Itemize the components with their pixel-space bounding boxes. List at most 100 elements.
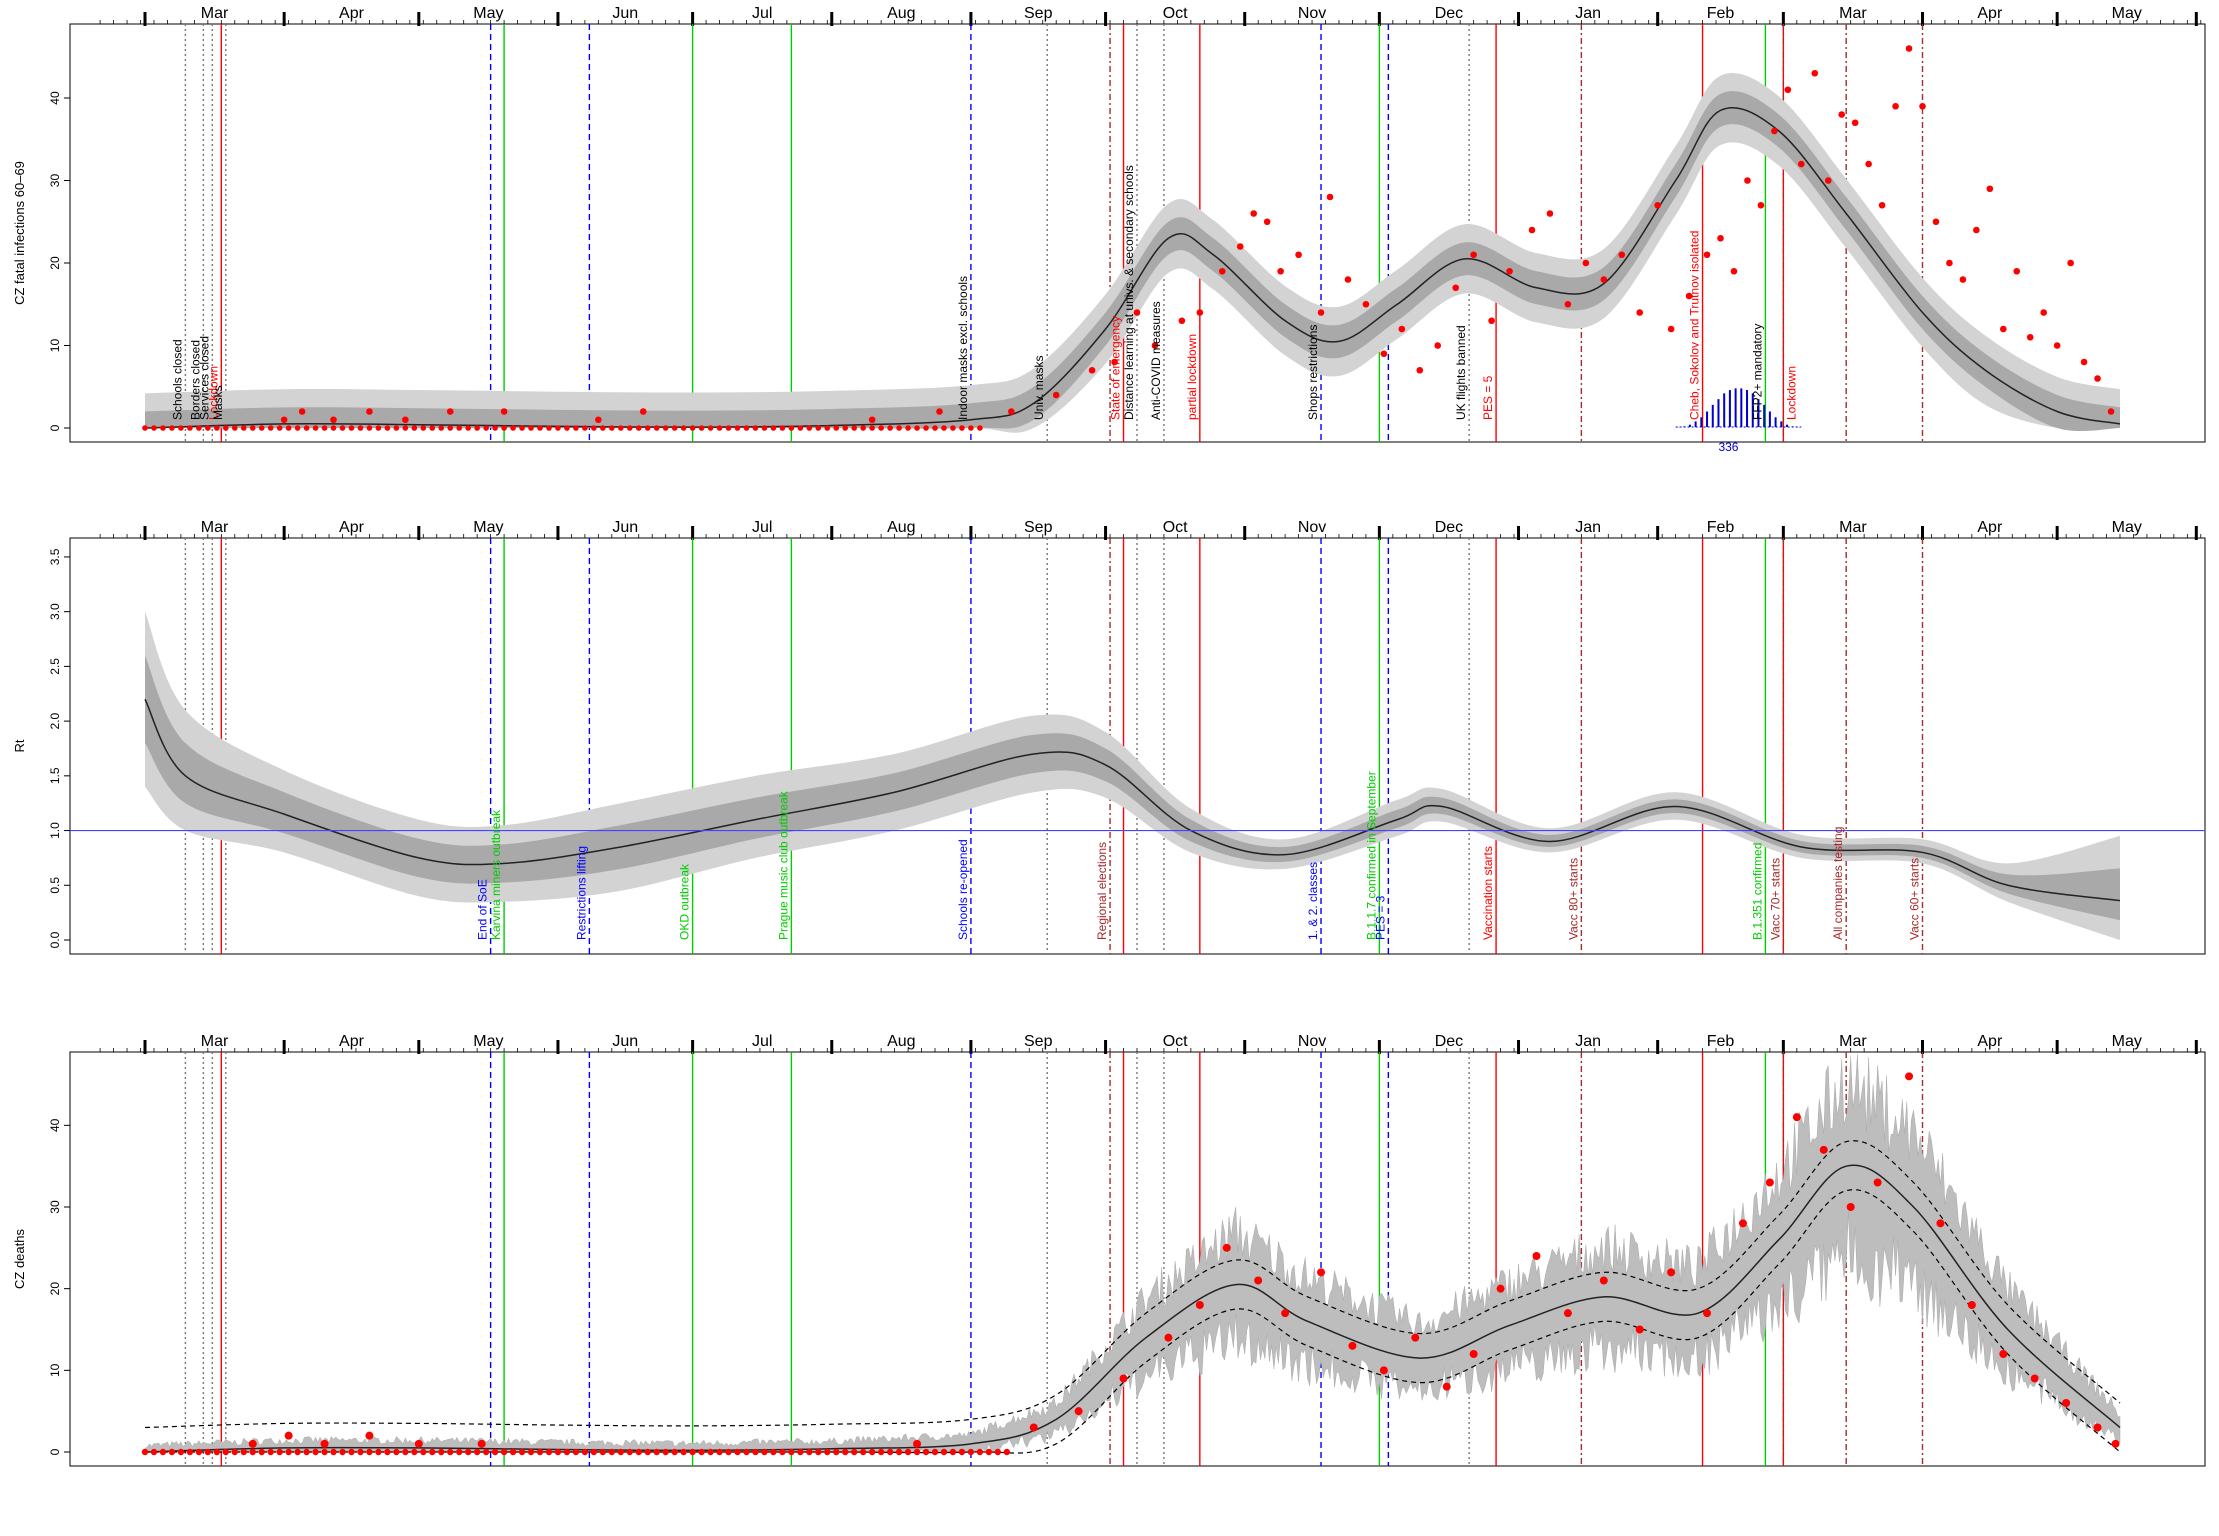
data-point [501, 425, 507, 431]
data-point [2067, 259, 2074, 267]
data-point [536, 1448, 544, 1456]
data-point [375, 1448, 382, 1456]
data-point [860, 425, 866, 431]
data-point [393, 1448, 400, 1456]
data-point [1717, 234, 1724, 242]
data-point [366, 408, 373, 415]
data-point [644, 425, 651, 431]
month-label: Feb [1707, 1033, 1735, 1050]
y-tick-label: 0.5 [48, 877, 62, 894]
month-label: Nov [1298, 1033, 1326, 1050]
event-label: Vacc 60+ starts [1908, 858, 1922, 940]
data-point [384, 1448, 391, 1456]
data-point [905, 425, 911, 431]
data-point [2107, 408, 2115, 415]
data-point [294, 1448, 301, 1456]
predictive-band [144, 1054, 2121, 1453]
data-point [833, 1448, 840, 1456]
data-point [2040, 309, 2047, 316]
data-point [1654, 201, 1661, 209]
month-label: Jul [752, 1033, 772, 1050]
month-label: Jan [1575, 1033, 1601, 1050]
data-point [248, 1439, 257, 1448]
data-point [1878, 201, 1886, 209]
data-point [1277, 267, 1284, 275]
data-point [1563, 1309, 1572, 1318]
data-point [1703, 251, 1711, 259]
data-point [815, 425, 822, 431]
rt-curve [144, 698, 2121, 902]
data-point [1111, 358, 1118, 366]
event-label: Prague music club outbreak [776, 790, 790, 940]
data-point [896, 425, 902, 431]
data-point [267, 425, 274, 431]
data-point [1029, 1423, 1038, 1432]
data-point [1798, 160, 1805, 168]
data-point [402, 1448, 409, 1456]
data-point [285, 1448, 292, 1456]
month-label: May [2112, 5, 2142, 22]
y-tick-label: 0 [48, 1448, 62, 1455]
data-point [509, 1448, 517, 1456]
month-label: Dec [1435, 5, 1463, 22]
data-point [231, 1448, 238, 1456]
data-point [312, 1448, 319, 1456]
data-point [662, 425, 669, 431]
data-point [474, 425, 480, 431]
data-point [2111, 1439, 2120, 1448]
data-point [518, 1448, 526, 1456]
event-label: Schools closed [170, 339, 184, 420]
month-label: Apr [1977, 5, 2003, 22]
data-point [779, 425, 786, 431]
data-point [833, 425, 840, 431]
data-point [465, 425, 471, 431]
y-tick-label: 20 [48, 1282, 62, 1296]
data-point [1151, 342, 1159, 349]
data-point [1865, 160, 1872, 168]
data-point [851, 1448, 858, 1456]
month-label: May [2112, 519, 2142, 536]
data-point [1999, 325, 2007, 333]
data-point [375, 425, 382, 431]
data-point [276, 425, 283, 431]
data-point [1506, 267, 1513, 275]
data-point [1088, 366, 1096, 374]
data-point [1528, 226, 1536, 234]
data-point [492, 425, 498, 431]
event-label: State of emergency [1109, 316, 1123, 420]
data-point [294, 425, 301, 431]
data-point [689, 1448, 696, 1456]
data-point [1738, 1219, 1747, 1228]
data-point [609, 425, 615, 431]
data-point [868, 416, 876, 424]
data-point [1846, 1203, 1855, 1211]
data-point [1959, 276, 1967, 283]
month-label: Mar [201, 1033, 229, 1050]
data-point [949, 1448, 957, 1456]
data-point [477, 1439, 486, 1448]
data-point [1667, 1268, 1676, 1277]
data-point [1218, 267, 1226, 275]
data-point [1905, 45, 1913, 52]
month-label: Oct [1163, 5, 1188, 22]
data-point [159, 1448, 167, 1456]
data-point [537, 425, 543, 431]
data-point [528, 425, 534, 431]
data-point [725, 1448, 732, 1456]
data-point [240, 425, 247, 431]
data-point [1295, 251, 1302, 259]
data-point [1873, 1178, 1882, 1187]
data-point [671, 425, 678, 431]
data-point [752, 1448, 759, 1456]
data-point [464, 1448, 472, 1456]
data-point [940, 1448, 948, 1456]
data-point [958, 1448, 966, 1456]
data-point [196, 425, 202, 431]
data-point [284, 1431, 293, 1440]
month-label: Jul [752, 519, 772, 536]
data-point [2030, 1374, 2039, 1383]
y-axis-label: CZ deaths [12, 1229, 27, 1289]
data-point [213, 1448, 221, 1456]
data-point [734, 425, 741, 431]
data-point [967, 1448, 975, 1456]
